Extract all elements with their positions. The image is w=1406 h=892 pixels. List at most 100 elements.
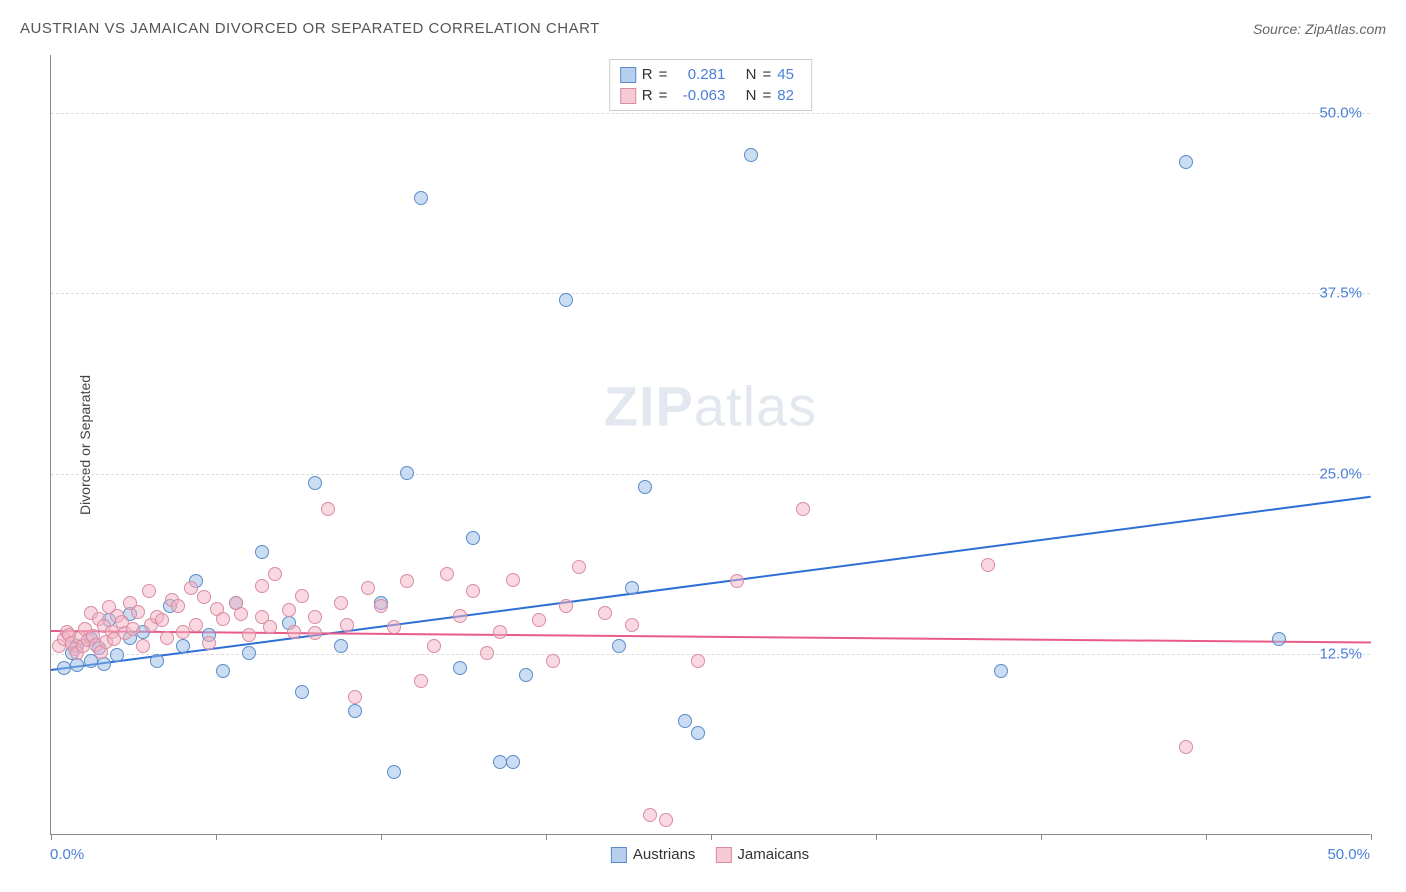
scatter-point xyxy=(308,476,322,490)
scatter-point xyxy=(263,620,277,634)
scatter-point xyxy=(216,612,230,626)
scatter-point xyxy=(374,599,388,613)
scatter-point xyxy=(414,674,428,688)
scatter-point xyxy=(387,765,401,779)
scatter-point xyxy=(197,590,211,604)
scatter-point xyxy=(268,567,282,581)
plot-container: Divorced or Separated ZIPatlas R = 0.281… xyxy=(50,55,1370,835)
gridline xyxy=(51,293,1370,294)
x-tick xyxy=(711,834,712,840)
scatter-point xyxy=(466,584,480,598)
scatter-point xyxy=(480,646,494,660)
x-tick xyxy=(51,834,52,840)
r-label: R xyxy=(642,66,653,83)
scatter-point xyxy=(387,620,401,634)
scatter-point xyxy=(400,466,414,480)
trend-line-austrians xyxy=(51,496,1371,671)
scatter-point xyxy=(744,148,758,162)
scatter-point xyxy=(171,599,185,613)
x-tick xyxy=(546,834,547,840)
scatter-point xyxy=(131,605,145,619)
r-value-austrians: 0.281 xyxy=(673,66,725,83)
scatter-point xyxy=(142,584,156,598)
n-label: N xyxy=(746,66,757,83)
x-axis-start-label: 0.0% xyxy=(50,846,84,863)
scatter-point xyxy=(361,581,375,595)
chart-title: AUSTRIAN VS JAMAICAN DIVORCED OR SEPARAT… xyxy=(20,20,600,37)
scatter-point xyxy=(981,558,995,572)
stats-row-jamaicans: R = -0.063 N = 82 xyxy=(620,85,802,106)
x-tick xyxy=(1041,834,1042,840)
scatter-point xyxy=(625,618,639,632)
scatter-point xyxy=(493,755,507,769)
y-tick-label: 12.5% xyxy=(1319,646,1362,663)
source-label: Source: ZipAtlas.com xyxy=(1253,21,1386,37)
bottom-legend: Austrians Jamaicans xyxy=(611,846,809,863)
scatter-point xyxy=(466,531,480,545)
scatter-point xyxy=(691,726,705,740)
header: AUSTRIAN VS JAMAICAN DIVORCED OR SEPARAT… xyxy=(20,20,1386,37)
scatter-point xyxy=(126,622,140,636)
x-tick xyxy=(876,834,877,840)
scatter-point xyxy=(295,685,309,699)
scatter-point xyxy=(295,589,309,603)
scatter-point xyxy=(334,639,348,653)
scatter-point xyxy=(155,613,169,627)
n-value-austrians: 45 xyxy=(777,66,801,83)
scatter-point xyxy=(184,581,198,595)
n-value-jamaicans: 82 xyxy=(777,87,801,104)
swatch-jamaicans xyxy=(620,88,636,104)
scatter-point xyxy=(453,609,467,623)
x-tick xyxy=(1371,834,1372,840)
scatter-point xyxy=(242,628,256,642)
scatter-point xyxy=(242,646,256,660)
scatter-point xyxy=(308,610,322,624)
legend-item-jamaicans: Jamaicans xyxy=(715,846,809,863)
scatter-point xyxy=(414,191,428,205)
scatter-point xyxy=(308,626,322,640)
x-tick xyxy=(1206,834,1207,840)
scatter-point xyxy=(255,579,269,593)
scatter-point xyxy=(643,808,657,822)
swatch-icon xyxy=(715,847,731,863)
scatter-point xyxy=(506,573,520,587)
scatter-point xyxy=(136,639,150,653)
watermark-bold: ZIP xyxy=(604,374,694,437)
scatter-point xyxy=(994,664,1008,678)
legend-label-jamaicans: Jamaicans xyxy=(737,846,809,863)
scatter-point xyxy=(532,613,546,627)
y-tick-label: 37.5% xyxy=(1319,285,1362,302)
y-tick-label: 25.0% xyxy=(1319,465,1362,482)
scatter-point xyxy=(559,599,573,613)
scatter-point xyxy=(440,567,454,581)
scatter-point xyxy=(598,606,612,620)
scatter-point xyxy=(57,661,71,675)
legend-label-austrians: Austrians xyxy=(633,846,696,863)
scatter-point xyxy=(176,625,190,639)
gridline xyxy=(51,113,1370,114)
x-axis-end-label: 50.0% xyxy=(1327,846,1370,863)
scatter-point xyxy=(321,502,335,516)
scatter-point xyxy=(612,639,626,653)
x-tick xyxy=(216,834,217,840)
scatter-point xyxy=(282,603,296,617)
scatter-point xyxy=(638,480,652,494)
swatch-austrians xyxy=(620,67,636,83)
scatter-point xyxy=(1272,632,1286,646)
scatter-point xyxy=(234,607,248,621)
scatter-point xyxy=(493,625,507,639)
scatter-point xyxy=(255,545,269,559)
scatter-point xyxy=(202,636,216,650)
scatter-point xyxy=(519,668,533,682)
scatter-point xyxy=(334,596,348,610)
scatter-point xyxy=(348,690,362,704)
legend-item-austrians: Austrians xyxy=(611,846,696,863)
scatter-point xyxy=(625,581,639,595)
x-tick xyxy=(381,834,382,840)
scatter-point xyxy=(572,560,586,574)
gridline xyxy=(51,474,1370,475)
scatter-point xyxy=(160,631,174,645)
stats-row-austrians: R = 0.281 N = 45 xyxy=(620,64,802,85)
scatter-point xyxy=(546,654,560,668)
r-value-jamaicans: -0.063 xyxy=(673,87,725,104)
